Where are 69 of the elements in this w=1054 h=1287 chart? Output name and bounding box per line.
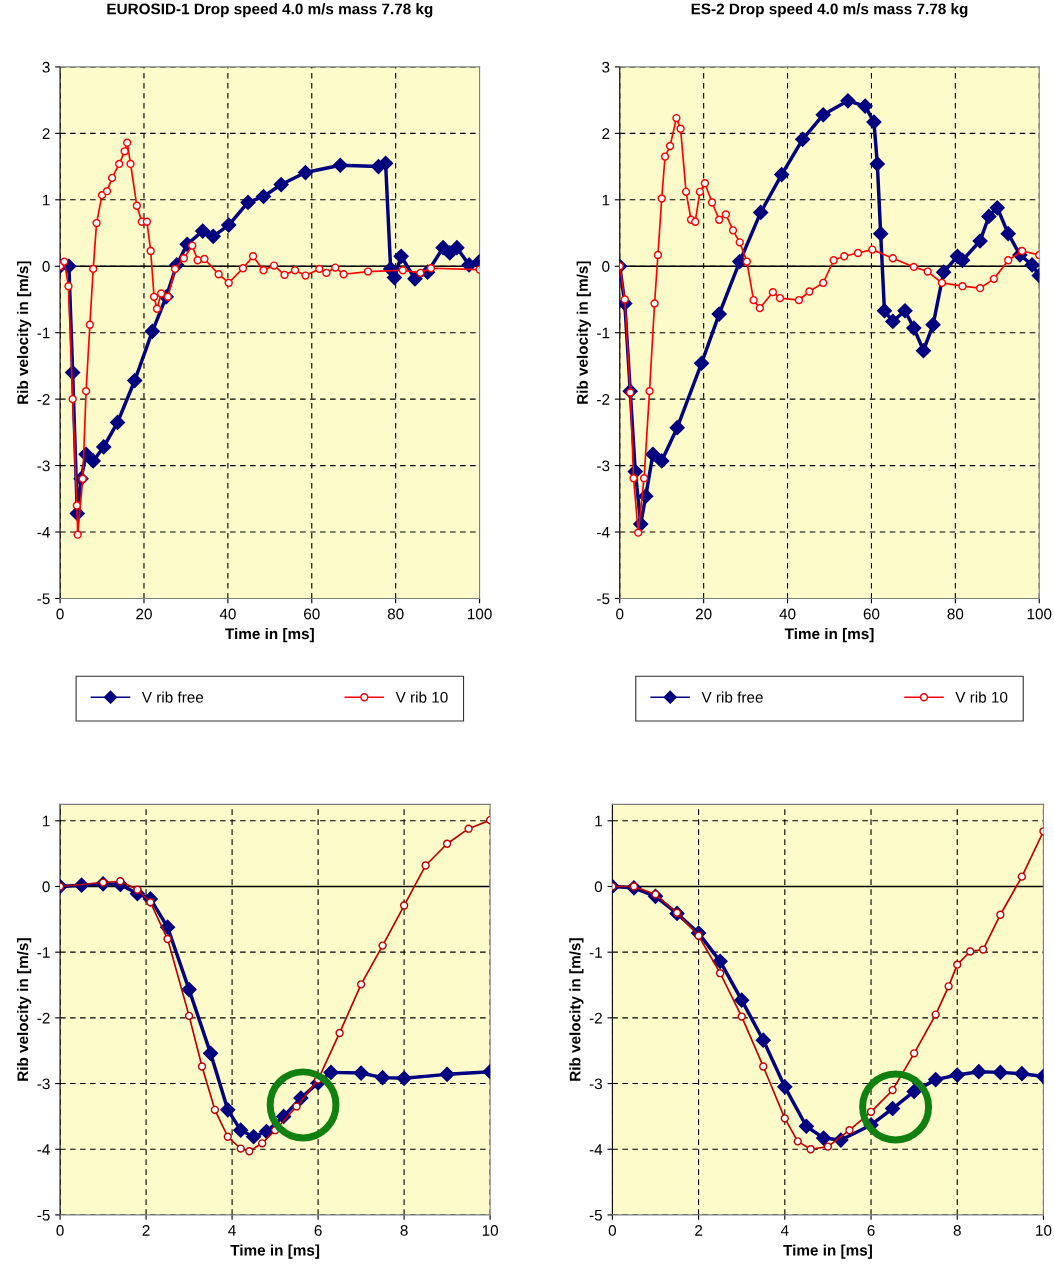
y-tick-label: -5 [589, 1209, 603, 1221]
y-tick-label: 1 [595, 815, 602, 827]
x-tick-label: 20 [695, 608, 712, 620]
chart-title: ES-2 Drop speed 4.0 m/s mass 7.78 kg [691, 3, 968, 18]
y-tick-label: 0 [42, 881, 50, 893]
chart-title: EUROSID-1 Drop speed 4.0 m/s mass 7.78 kg [107, 3, 433, 18]
x-tick-label: 4 [780, 1225, 789, 1236]
y-tick-label: -4 [37, 527, 50, 538]
y-tick-label: -2 [589, 1012, 602, 1024]
y-tick-label: 1 [602, 194, 610, 206]
x-tick-label: 20 [136, 608, 152, 620]
x-tick-label: 6 [314, 1225, 322, 1236]
x-tick-label: 100 [467, 608, 492, 620]
y-axis-title: Rib velocity in [m/s] [569, 938, 584, 1081]
x-tick-label: 0 [616, 608, 624, 620]
x-tick-label: 6 [867, 1225, 875, 1236]
x-tick-label: 0 [56, 608, 64, 620]
y-axis-title: Rib velocity in [m/s] [16, 261, 32, 404]
x-tick-label: 60 [863, 608, 880, 620]
x-tick-label: 40 [219, 608, 236, 620]
x-tick-label: 10 [482, 1225, 499, 1236]
x-tick-label: 80 [387, 608, 404, 620]
y-tick-label: 3 [42, 61, 50, 73]
y-axis-title: Rib velocity in [m/s] [576, 261, 591, 404]
y-tick-label: -5 [597, 593, 610, 605]
y-tick-label: -1 [37, 947, 50, 958]
y-tick-label: -2 [37, 394, 50, 405]
x-tick-label: 0 [56, 1225, 64, 1236]
x-tick-label: 8 [400, 1225, 408, 1236]
y-tick-label: -1 [37, 327, 50, 339]
x-tick-label: 40 [779, 608, 796, 620]
x-axis-title: Time in [ms] [230, 1244, 320, 1259]
x-tick-label: 60 [304, 608, 320, 620]
x-tick-label: 80 [947, 608, 964, 620]
y-tick-label: -1 [597, 327, 610, 339]
y-tick-label: -3 [589, 1078, 602, 1090]
y-tick-label: 1 [43, 815, 50, 827]
y-tick-label: -1 [589, 947, 602, 958]
y-tick-label: -3 [37, 460, 50, 472]
y-axis-title: Rib velocity in [m/s] [16, 938, 32, 1081]
y-tick-label: 3 [602, 61, 610, 73]
y-tick-label: -5 [37, 1209, 50, 1221]
y-tick-label: -4 [589, 1144, 603, 1155]
legend-label: V rib free [701, 691, 763, 703]
y-tick-label: -4 [597, 527, 610, 538]
x-tick-label: 2 [695, 1225, 703, 1236]
y-tick-label: -3 [37, 1078, 50, 1090]
y-tick-label: -2 [37, 1012, 50, 1024]
y-tick-label: -2 [597, 394, 610, 405]
x-tick-label: 8 [953, 1225, 961, 1236]
y-tick-label: -3 [597, 460, 610, 472]
x-tick-label: 2 [142, 1225, 150, 1236]
x-axis-title: Time in [ms] [783, 1244, 872, 1259]
y-tick-label: 2 [42, 128, 50, 139]
y-tick-label: -4 [37, 1144, 50, 1155]
y-tick-label: 0 [594, 881, 603, 893]
x-tick-label: 100 [1027, 608, 1052, 620]
x-tick-label: 4 [228, 1225, 236, 1236]
y-tick-label: -5 [37, 593, 50, 605]
y-tick-label: 0 [42, 261, 50, 272]
y-tick-label: 2 [602, 128, 610, 139]
x-tick-label: 10 [1036, 1225, 1052, 1236]
y-tick-label: 1 [43, 194, 50, 206]
x-axis-title: Time in [ms] [225, 627, 314, 643]
legend-label: V rib 10 [395, 691, 448, 703]
legend-label: V rib 10 [955, 691, 1008, 703]
legend-label: V rib free [141, 691, 204, 703]
y-tick-label: 0 [602, 261, 610, 272]
x-axis-title: Time in [ms] [784, 627, 874, 643]
